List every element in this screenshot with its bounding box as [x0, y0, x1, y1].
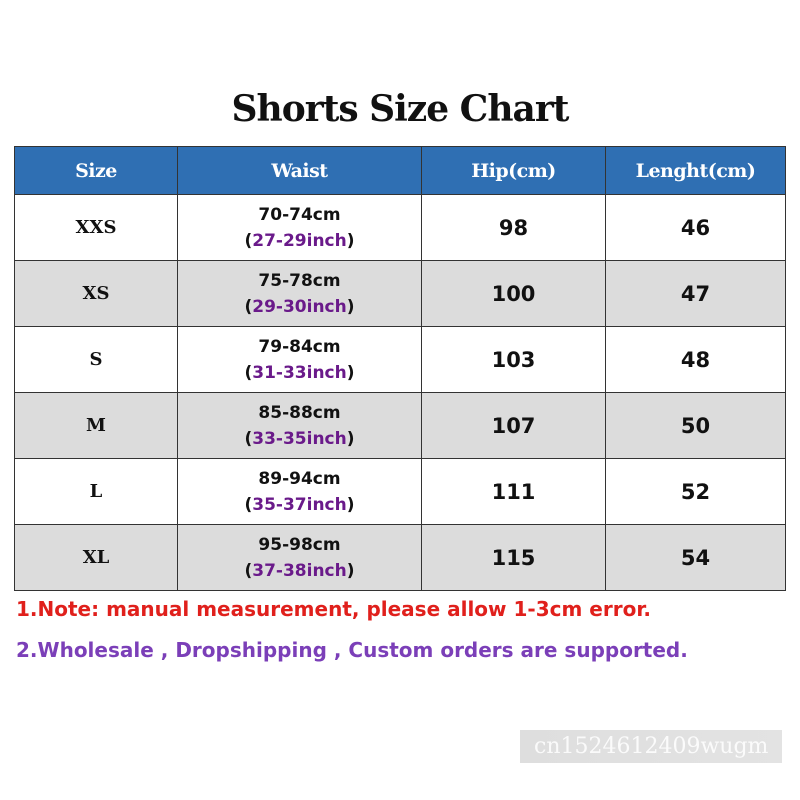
hip-value: 103	[491, 347, 536, 372]
hip-value: 115	[491, 545, 536, 570]
size-value: M	[86, 415, 106, 436]
waist-cell: 75-78cm (29-30inch)	[177, 260, 422, 327]
size-cell: S	[14, 326, 178, 393]
length-value: 47	[680, 281, 711, 306]
waist-cm: 89-94cm	[258, 468, 341, 489]
waist-inch-wrap: (35-37inch)	[244, 494, 355, 515]
waist-inch-wrap: (33-35inch)	[244, 428, 355, 449]
chart-title: Shorts Size Chart	[231, 88, 570, 130]
waist-cm: 75-78cm	[258, 270, 341, 291]
header-row: Size Waist Hip(cm) Lenght(cm)	[14, 146, 786, 195]
size-value: L	[89, 481, 103, 502]
waist-cm: 85-88cm	[258, 402, 341, 423]
hip-cell: 98	[421, 194, 606, 261]
header-waist: Waist	[177, 146, 422, 195]
size-value: S	[89, 349, 103, 370]
header-length: Lenght(cm)	[605, 146, 786, 195]
waist-inch: 35-37inch	[252, 494, 347, 515]
waist-inch: 29-30inch	[252, 296, 347, 317]
length-cell: 54	[605, 524, 786, 591]
length-cell: 46	[605, 194, 786, 261]
hip-cell: 111	[421, 458, 606, 525]
size-cell: M	[14, 392, 178, 459]
length-value: 52	[680, 479, 711, 504]
length-value: 50	[680, 413, 711, 438]
length-value: 46	[680, 215, 711, 240]
waist-cell: 85-88cm (33-35inch)	[177, 392, 422, 459]
table-row: XXS 70-74cm (27-29inch) 98 46	[14, 194, 786, 261]
length-value: 48	[680, 347, 711, 372]
waist-inch-wrap: (31-33inch)	[244, 362, 355, 383]
size-cell: XXS	[14, 194, 178, 261]
size-value: XXS	[75, 217, 117, 238]
hip-value: 100	[491, 281, 536, 306]
waist-cm: 95-98cm	[258, 534, 341, 555]
waist-cell: 95-98cm (37-38inch)	[177, 524, 422, 591]
hip-value: 98	[498, 215, 529, 240]
header-size: Size	[14, 146, 178, 195]
waist-cm: 79-84cm	[258, 336, 341, 357]
hip-value: 111	[491, 479, 536, 504]
table-row: L 89-94cm (35-37inch) 111 52	[14, 458, 786, 525]
hip-cell: 103	[421, 326, 606, 393]
waist-cm: 70-74cm	[258, 204, 341, 225]
length-cell: 47	[605, 260, 786, 327]
table-row: S 79-84cm (31-33inch) 103 48	[14, 326, 786, 393]
size-value: XS	[82, 283, 110, 304]
waist-inch: 37-38inch	[252, 560, 347, 581]
hip-cell: 100	[421, 260, 606, 327]
size-cell: XL	[14, 524, 178, 591]
size-value: XL	[82, 547, 110, 568]
size-cell: L	[14, 458, 178, 525]
waist-inch-wrap: (29-30inch)	[244, 296, 355, 317]
hip-cell: 107	[421, 392, 606, 459]
hip-value: 107	[491, 413, 536, 438]
table-row: XL 95-98cm (37-38inch) 115 54	[14, 524, 786, 591]
table-row: XS 75-78cm (29-30inch) 100 47	[14, 260, 786, 327]
note-wholesale: 2.Wholesale , Dropshipping , Custom orde…	[16, 638, 688, 662]
size-table: Size Waist Hip(cm) Lenght(cm) XXS 70-74c…	[14, 146, 786, 591]
header-hip: Hip(cm)	[421, 146, 606, 195]
length-cell: 52	[605, 458, 786, 525]
table-row: M 85-88cm (33-35inch) 107 50	[14, 392, 786, 459]
waist-cell: 79-84cm (31-33inch)	[177, 326, 422, 393]
note-measurement: 1.Note: manual measurement, please allow…	[16, 597, 651, 621]
waist-cell: 70-74cm (27-29inch)	[177, 194, 422, 261]
waist-inch: 31-33inch	[252, 362, 347, 383]
waist-inch: 33-35inch	[252, 428, 347, 449]
length-cell: 50	[605, 392, 786, 459]
waist-inch-wrap: (27-29inch)	[244, 230, 355, 251]
length-cell: 48	[605, 326, 786, 393]
waist-inch: 27-29inch	[252, 230, 347, 251]
hip-cell: 115	[421, 524, 606, 591]
waist-cell: 89-94cm (35-37inch)	[177, 458, 422, 525]
watermark: cn1524612409wugm	[520, 730, 783, 763]
length-value: 54	[680, 545, 711, 570]
waist-inch-wrap: (37-38inch)	[244, 560, 355, 581]
size-cell: XS	[14, 260, 178, 327]
